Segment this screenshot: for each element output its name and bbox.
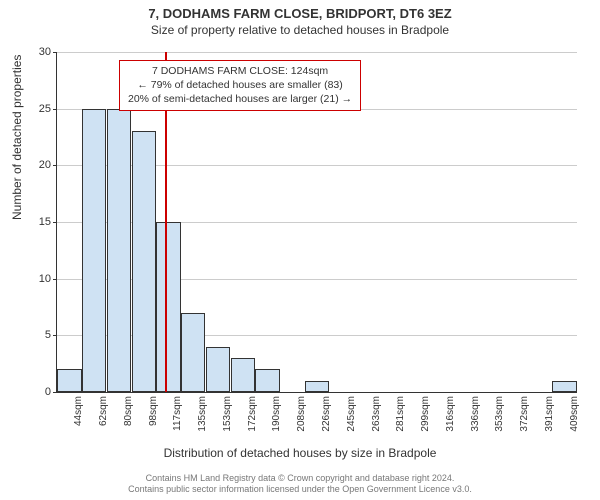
x-axis-label: Distribution of detached houses by size … [0,446,600,460]
x-tick-label: 62sqm [98,396,109,441]
y-tick-label: 30 [27,46,51,58]
chart-title-main: 7, DODHAMS FARM CLOSE, BRIDPORT, DT6 3EZ [0,0,600,21]
bar [57,369,81,392]
y-tick-mark [53,165,57,166]
x-tick-label: 372sqm [519,396,530,441]
bar [305,381,329,392]
x-tick-label: 316sqm [445,396,456,441]
x-tick-label: 172sqm [247,396,258,441]
info-box-line: ← 79% of detached houses are smaller (83… [128,78,352,92]
x-tick-label: 117sqm [172,396,183,441]
y-tick-mark [53,222,57,223]
footer-attribution: Contains HM Land Registry data © Crown c… [0,473,600,496]
y-tick-mark [53,109,57,110]
x-tick-label: 226sqm [321,396,332,441]
x-tick-label: 299sqm [420,396,431,441]
y-tick-label: 15 [27,216,51,228]
info-box-line: 7 DODHAMS FARM CLOSE: 124sqm [128,64,352,78]
x-tick-label: 44sqm [73,396,84,441]
x-tick-label: 135sqm [197,396,208,441]
x-tick-label: 80sqm [123,396,134,441]
x-tick-label: 281sqm [395,396,406,441]
y-axis-label: Number of detached properties [10,55,24,220]
plot-region: 05101520253044sqm62sqm80sqm98sqm117sqm13… [56,52,577,393]
bar [552,381,576,392]
bar [231,358,255,392]
bar [107,109,131,392]
x-tick-label: 263sqm [371,396,382,441]
info-box: 7 DODHAMS FARM CLOSE: 124sqm← 79% of det… [119,60,361,111]
footer-line1: Contains HM Land Registry data © Crown c… [0,473,600,485]
bar [255,369,279,392]
x-tick-label: 409sqm [569,396,580,441]
x-tick-label: 153sqm [222,396,233,441]
bar [82,109,106,392]
x-tick-label: 391sqm [544,396,555,441]
chart-title-sub: Size of property relative to detached ho… [0,21,600,37]
y-tick-mark [53,392,57,393]
y-tick-label: 25 [27,103,51,115]
y-tick-mark [53,52,57,53]
chart-container: 7, DODHAMS FARM CLOSE, BRIDPORT, DT6 3EZ… [0,0,600,500]
bar [132,131,156,392]
bar [181,313,205,392]
x-tick-label: 98sqm [148,396,159,441]
x-tick-label: 353sqm [494,396,505,441]
y-tick-label: 20 [27,159,51,171]
info-box-line: 20% of semi-detached houses are larger (… [128,92,352,106]
footer-line2: Contains public sector information licen… [0,484,600,496]
x-tick-label: 208sqm [296,396,307,441]
x-tick-label: 336sqm [470,396,481,441]
y-tick-label: 0 [27,386,51,398]
x-tick-label: 190sqm [271,396,282,441]
x-tick-label: 245sqm [346,396,357,441]
bar [206,347,230,392]
bar [156,222,180,392]
y-tick-mark [53,279,57,280]
y-tick-label: 5 [27,329,51,341]
y-tick-mark [53,335,57,336]
grid-line [57,52,577,53]
chart-area: 05101520253044sqm62sqm80sqm98sqm117sqm13… [56,52,576,392]
y-tick-label: 10 [27,273,51,285]
